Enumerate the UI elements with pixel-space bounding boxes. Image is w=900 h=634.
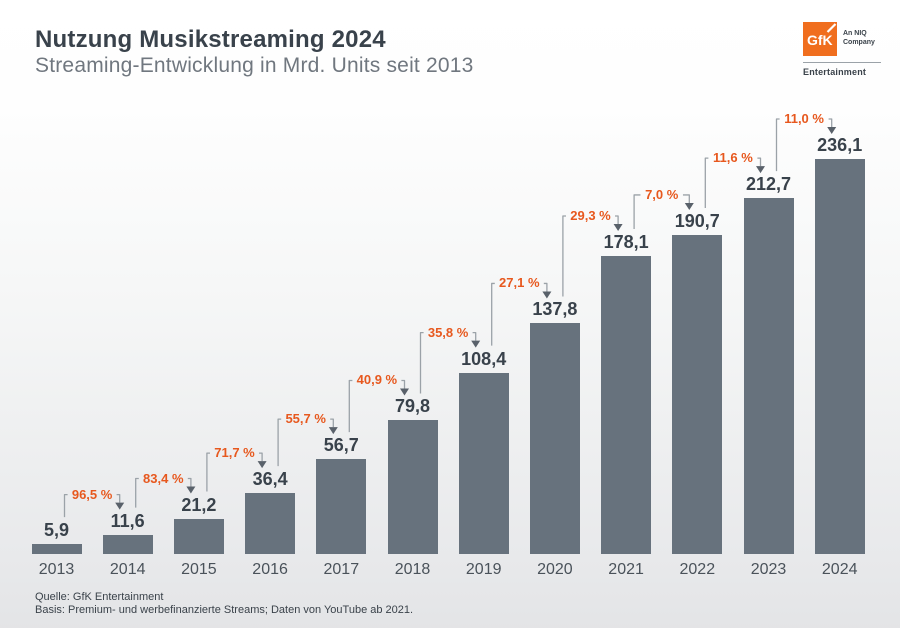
x-axis-label: 2016 xyxy=(252,561,288,578)
arrow-down-icon xyxy=(756,166,765,174)
bar-value-label: 190,7 xyxy=(674,210,720,231)
bar-2015 xyxy=(173,518,224,554)
arrow-down-icon xyxy=(613,224,623,232)
page-title: Nutzung Musikstreaming 2024 xyxy=(35,26,386,53)
growth-percent-label: 29,3 % xyxy=(570,208,611,224)
arrow-down-icon xyxy=(542,291,552,299)
bar-value-label: 36,4 xyxy=(252,469,288,490)
bar-value-label: 212,7 xyxy=(745,174,792,195)
x-axis-label: 2014 xyxy=(109,561,146,578)
bar-2018 xyxy=(387,420,438,554)
logo-divider xyxy=(803,62,881,63)
x-axis-label: 2024 xyxy=(821,561,858,578)
growth-connector xyxy=(704,157,762,208)
arrow-down-icon xyxy=(827,127,837,134)
growth-percent-label: 11,6 % xyxy=(713,150,753,166)
bar-2020 xyxy=(529,323,580,554)
x-axis-label: 2017 xyxy=(323,561,360,578)
x-axis-label: 2020 xyxy=(537,561,573,578)
arrow-down-icon xyxy=(684,202,694,210)
bar-2017 xyxy=(316,459,367,554)
bar-value-label: 56,7 xyxy=(323,435,359,456)
bar-value-label: 137,8 xyxy=(532,299,578,320)
entertainment-label: Entertainment xyxy=(803,67,867,77)
growth-percent-label: 7,0 % xyxy=(645,186,679,202)
growth-connector xyxy=(562,215,619,297)
niq-line2: Company xyxy=(843,39,875,46)
arrow-down-icon xyxy=(328,427,338,435)
growth-connector xyxy=(633,194,690,230)
growth-percent-label: 96,5 % xyxy=(71,486,113,502)
bottom-strip xyxy=(0,628,900,634)
growth-connector xyxy=(419,331,477,394)
arrow-down-icon xyxy=(400,388,409,396)
growth-connector xyxy=(277,418,334,467)
gfk-logo-row: GfK An NIQ Company xyxy=(803,22,881,56)
bar-2023 xyxy=(743,198,794,554)
bar-value-label: 236,1 xyxy=(817,135,863,155)
bar-value-label: 11,6 xyxy=(110,510,145,531)
growth-percent-label: 27,1 % xyxy=(499,275,540,291)
growth-connector xyxy=(491,282,548,346)
bar-value-label: 5,9 xyxy=(43,520,70,541)
growth-connector xyxy=(206,452,263,492)
bar-2013 xyxy=(31,544,82,554)
bar-value-label: 178,1 xyxy=(603,232,649,253)
gfk-logo: GfK An NIQ Company Entertainment xyxy=(803,22,881,77)
arrow-down-icon xyxy=(115,502,125,510)
x-axis-label: 2019 xyxy=(465,561,502,578)
niq-line1: An NIQ xyxy=(843,30,867,37)
growth-percent-label: 55,7 % xyxy=(285,411,326,427)
x-axis-label: 2013 xyxy=(38,561,75,578)
source-line: Quelle: GfK Entertainment xyxy=(35,591,164,603)
growth-percent-label: 40,9 % xyxy=(356,372,398,388)
bar-value-label: 21,2 xyxy=(181,494,217,515)
svg-text:GfK: GfK xyxy=(807,32,833,48)
arrow-down-icon xyxy=(471,340,481,348)
growth-connector xyxy=(775,118,833,172)
x-axis-label: 2023 xyxy=(750,561,787,578)
bar-value-label: 79,8 xyxy=(394,396,431,417)
bar-2016 xyxy=(245,493,296,554)
chart-footer: Quelle: GfK Entertainment Basis: Premium… xyxy=(35,591,413,617)
x-axis-label: 2015 xyxy=(181,561,217,578)
x-axis-label: 2022 xyxy=(679,561,716,578)
basis-line: Basis: Premium- und werbefinanzierte Str… xyxy=(35,604,414,616)
growth-percent-label: 83,4 % xyxy=(143,470,184,486)
bar-2014 xyxy=(102,534,153,554)
arrow-down-icon xyxy=(186,486,196,494)
growth-connector xyxy=(135,477,192,508)
gfk-logo-icon: GfK xyxy=(803,22,837,56)
growth-percent-label: 35,8 % xyxy=(427,324,469,340)
niq-company-label: An NIQ Company xyxy=(843,22,875,47)
bar-2021 xyxy=(601,256,652,554)
x-axis-label: 2018 xyxy=(394,561,431,578)
growth-percent-label: 11,0 % xyxy=(784,111,824,126)
growth-connector xyxy=(348,379,406,433)
x-axis-label: 2021 xyxy=(608,561,644,578)
growth-connector xyxy=(63,493,121,518)
bar-2024 xyxy=(814,159,865,554)
page-subtitle: Streaming-Entwicklung in Mrd. Units seit… xyxy=(35,54,474,77)
arrow-down-icon xyxy=(257,461,267,469)
bar-2019 xyxy=(458,372,509,554)
growth-percent-label: 71,7 % xyxy=(214,445,255,461)
bar-2022 xyxy=(672,234,723,554)
bar-value-label: 108,4 xyxy=(461,348,507,369)
